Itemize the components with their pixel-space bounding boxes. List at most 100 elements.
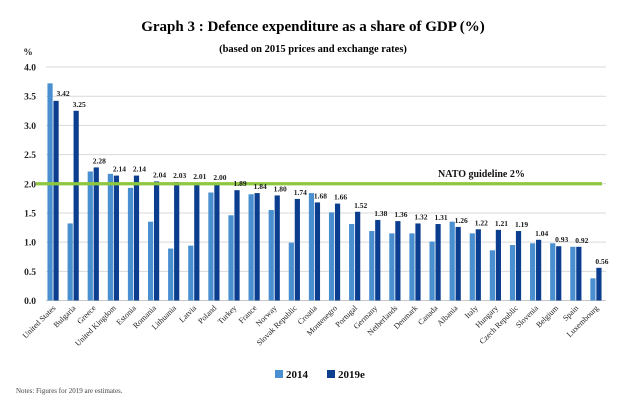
bar-2019e-united-states [53, 100, 59, 301]
data-label: 1.22 [475, 218, 488, 227]
bar-2019e-lithuania [174, 181, 180, 301]
bar-2014-france [248, 194, 254, 301]
bar-2019e-turkey [234, 190, 240, 301]
bar-2019e-italy [475, 229, 481, 301]
bars [47, 83, 602, 301]
legend-swatch-2014 [275, 370, 283, 378]
y-tick-label: 2.5 [24, 151, 36, 161]
data-label: 1.26 [455, 216, 468, 225]
bar-2014-spain [570, 246, 576, 301]
bar-2014-united-states [47, 83, 53, 301]
bar-2014-lithuania [168, 248, 174, 301]
bar-2014-luxembourg [590, 278, 596, 301]
bar-2014-bulgaria [67, 223, 73, 301]
bar-2019e-luxembourg [596, 267, 602, 301]
category-label: Turkey [216, 304, 239, 327]
bar-2014-slovenia [530, 243, 536, 301]
bar-2019e-germany [375, 219, 381, 301]
data-label: 2.14 [133, 165, 146, 174]
data-label: 1.80 [274, 184, 287, 193]
data-label: 2.03 [173, 171, 186, 180]
y-axis-label: % [23, 48, 33, 58]
data-labels: 3.42 3.25 2.28 2.14 2.14 2.04 2.03 2.01 2.00 1.89… [56, 89, 608, 266]
category-label: Latvia [177, 303, 198, 324]
data-label: 1.36 [394, 210, 407, 219]
bar-2019e-montenegro [334, 203, 341, 301]
data-label: 3.25 [73, 100, 86, 109]
bar-2014-montenegro [328, 212, 335, 301]
bar-2014-hungary [489, 250, 496, 301]
bar-2014-germany [369, 231, 375, 301]
bar-2014-estonia [127, 187, 134, 301]
category-label: Belgium [534, 303, 560, 329]
data-label: 1.04 [535, 229, 548, 238]
data-label: 1.74 [294, 188, 307, 197]
bar-2019e-portugal [355, 211, 361, 301]
bar-2019e-estonia [133, 175, 140, 301]
data-label: 1.19 [515, 220, 528, 229]
y-tick-label: 4.0 [24, 64, 36, 74]
bar-2019e-canada [435, 224, 441, 301]
data-label: 1.52 [354, 201, 367, 210]
bar-2019e-czech-republic [515, 231, 522, 301]
bar-2019e-poland [214, 183, 220, 301]
nato-guideline: NATO guideline 2% [36, 169, 602, 186]
y-tick-label: 1.0 [24, 239, 36, 249]
legend-label-2019e: 2019e [338, 369, 365, 381]
data-label: 2.14 [113, 165, 126, 174]
bar-2019e-romania [153, 181, 160, 301]
data-label: 0.93 [555, 235, 568, 244]
bar-2019e-united-kingdom [113, 175, 119, 301]
data-label: 2.01 [193, 172, 206, 181]
bar-2014-turkey [228, 215, 234, 301]
chart-note: Notes: Figures for 2019 are estimates. [16, 387, 123, 395]
bar-2019e-spain [576, 246, 582, 301]
bar-2014-croatia [308, 193, 315, 301]
y-tick-label: 0.5 [24, 268, 36, 278]
bar-2014-united-kingdom [107, 173, 113, 301]
data-label: 1.89 [233, 179, 246, 188]
bar-2014-slovak-republic [288, 242, 294, 301]
y-tick-label: 0.0 [24, 297, 36, 307]
data-label: 1.21 [495, 219, 508, 228]
data-label: 2.28 [93, 156, 106, 165]
data-label: 1.68 [314, 191, 327, 200]
bar-2014-netherlands [389, 233, 395, 301]
chart-subtitle: (based on 2015 prices and exchange rates… [219, 44, 407, 55]
data-label: 2.00 [213, 173, 226, 182]
bar-2019e-slovak-republic [294, 198, 300, 301]
data-label: 1.31 [435, 213, 448, 222]
bar-2014-czech-republic [509, 245, 516, 301]
bar-2014-portugal [349, 224, 355, 301]
data-label: 1.32 [414, 212, 427, 221]
data-label: 2.04 [153, 170, 166, 179]
data-label: 0.92 [575, 236, 588, 245]
legend-label-2014: 2014 [286, 369, 309, 381]
bar-2019e-denmark [415, 223, 421, 301]
y-tick-label: 3.5 [24, 93, 36, 103]
bar-2019e-slovenia [536, 239, 542, 301]
data-label: 1.38 [374, 209, 387, 218]
bar-2014-poland [208, 192, 214, 301]
bar-2014-denmark [409, 233, 415, 301]
bar-2014-italy [469, 233, 475, 301]
bar-2019e-hungary [495, 229, 502, 301]
category-label: Italy [463, 304, 480, 321]
bar-2019e-norway [274, 195, 280, 301]
chart-title: Graph 3 : Defence expenditure as a share… [141, 19, 485, 35]
data-label: 3.42 [56, 89, 69, 98]
bar-2014-albania [449, 221, 455, 301]
data-label: 1.66 [334, 193, 347, 202]
legend-swatch-2019e [327, 370, 335, 378]
bar-2019e-croatia [314, 202, 321, 301]
y-tick-label: 2.0 [24, 180, 36, 190]
bar-2019e-belgium [556, 246, 562, 301]
bar-2014-canada [429, 241, 435, 301]
bar-2019e-france [254, 193, 260, 301]
bar-2019e-albania [455, 226, 461, 301]
bar-2014-belgium [550, 243, 556, 301]
bar-2014-romania [147, 221, 154, 301]
bar-2019e-netherlands [395, 221, 401, 301]
data-label: 0.56 [595, 257, 608, 266]
